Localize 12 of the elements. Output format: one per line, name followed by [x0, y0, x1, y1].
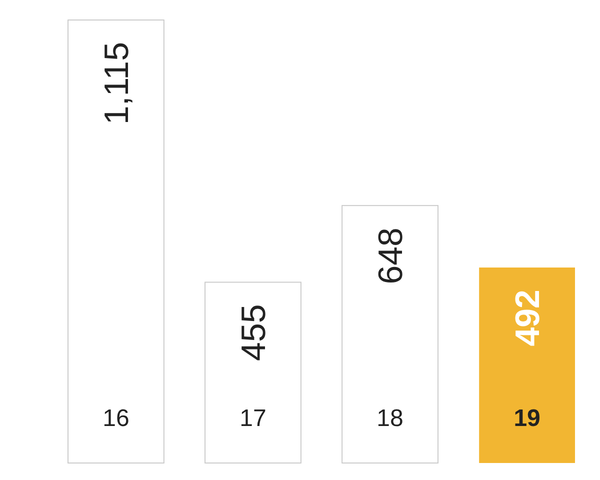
bar [479, 268, 575, 463]
x-tick-label: 18 [376, 405, 404, 432]
data-label: 1,115 [98, 42, 136, 125]
x-tick-label: 16 [102, 405, 130, 432]
bar [204, 282, 302, 464]
bar [342, 205, 438, 464]
bar [68, 20, 164, 464]
data-label: 648 [372, 228, 410, 284]
data-label: 492 [509, 290, 548, 346]
data-label: 455 [234, 304, 273, 361]
x-tick-label: 19 [514, 405, 540, 432]
x-tick-label: 17 [240, 405, 266, 432]
